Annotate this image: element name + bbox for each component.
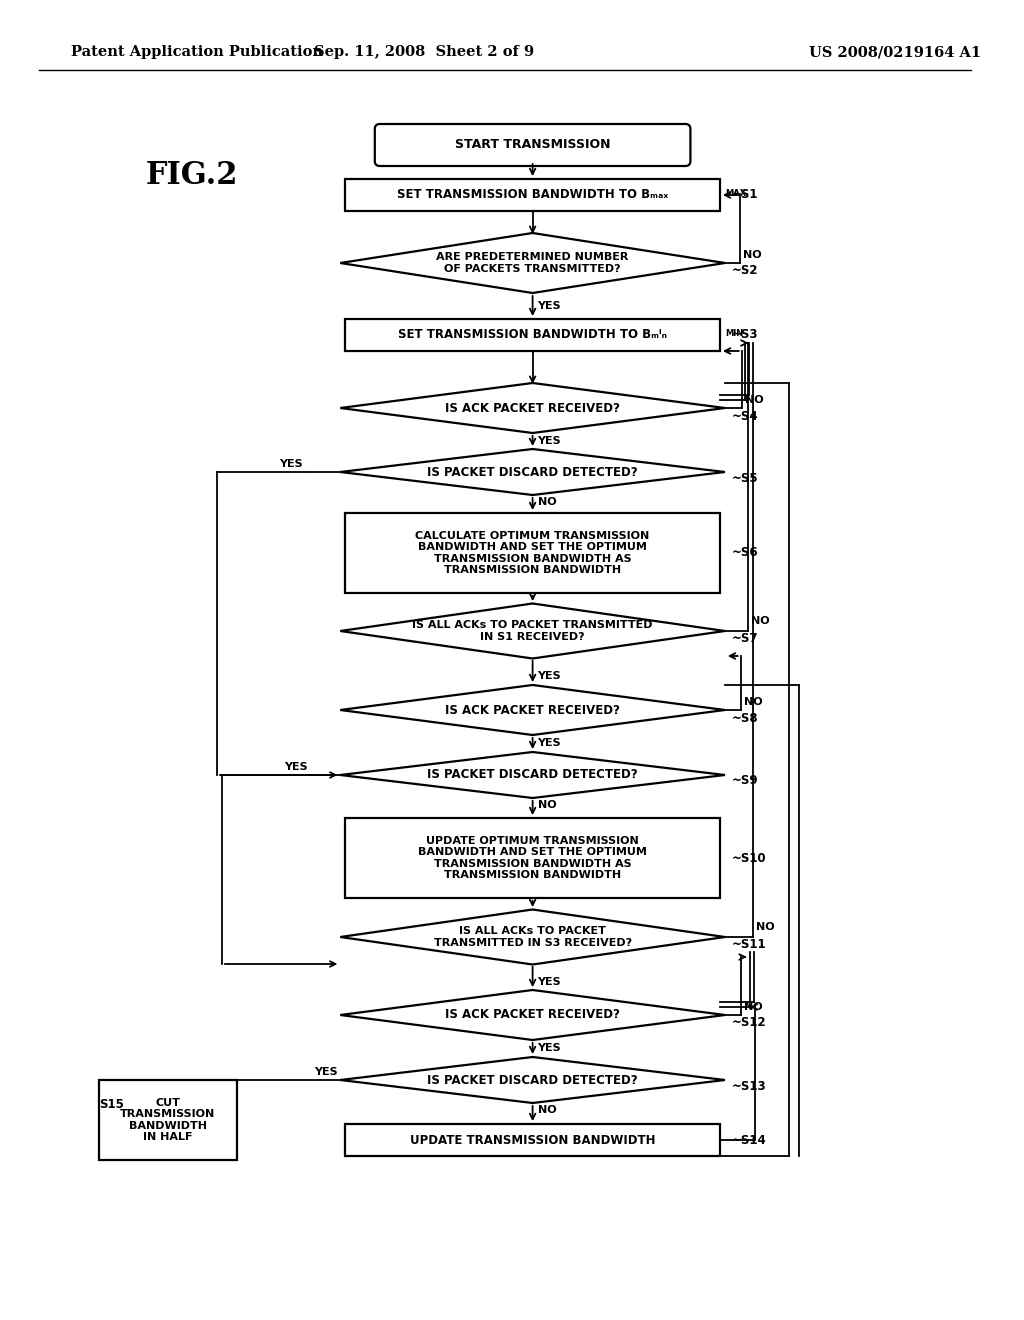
- Text: NO: NO: [538, 800, 556, 810]
- Text: YES: YES: [538, 1043, 561, 1053]
- Polygon shape: [340, 603, 725, 659]
- Bar: [345, 513, 720, 593]
- Text: YES: YES: [538, 738, 561, 748]
- Bar: [345, 319, 720, 351]
- Text: ~S13: ~S13: [732, 1080, 766, 1093]
- Text: YES: YES: [313, 1067, 337, 1077]
- Text: SET TRANSMISSION BANDWIDTH TO Bₘᴵₙ: SET TRANSMISSION BANDWIDTH TO Bₘᴵₙ: [398, 329, 667, 342]
- Text: CUT
TRANSMISSION
BANDWIDTH
IN HALF: CUT TRANSMISSION BANDWIDTH IN HALF: [120, 1098, 215, 1142]
- Text: UPDATE TRANSMISSION BANDWIDTH: UPDATE TRANSMISSION BANDWIDTH: [410, 1134, 655, 1147]
- Polygon shape: [340, 909, 725, 965]
- Text: NO: NO: [743, 697, 762, 708]
- Text: NO: NO: [538, 498, 556, 507]
- Text: MIN: MIN: [725, 329, 743, 338]
- Text: ~S1: ~S1: [732, 189, 759, 202]
- Text: NO: NO: [751, 616, 769, 626]
- Text: IS ACK PACKET RECEIVED?: IS ACK PACKET RECEIVED?: [445, 704, 621, 717]
- Text: IS PACKET DISCARD DETECTED?: IS PACKET DISCARD DETECTED?: [427, 768, 638, 781]
- Text: IS ACK PACKET RECEIVED?: IS ACK PACKET RECEIVED?: [445, 1008, 621, 1022]
- Polygon shape: [340, 383, 725, 433]
- Text: ~S14: ~S14: [732, 1134, 767, 1147]
- Text: YES: YES: [284, 762, 308, 772]
- Text: Patent Application Publication: Patent Application Publication: [71, 45, 323, 59]
- Text: ARE PREDETERMINED NUMBER
OF PACKETS TRANSMITTED?: ARE PREDETERMINED NUMBER OF PACKETS TRAN…: [436, 252, 629, 273]
- Text: ~S9: ~S9: [732, 775, 759, 788]
- Bar: [345, 1125, 720, 1156]
- Polygon shape: [340, 234, 725, 293]
- Text: START TRANSMISSION: START TRANSMISSION: [455, 139, 610, 152]
- Polygon shape: [340, 752, 725, 799]
- Text: CALCULATE OPTIMUM TRANSMISSION
BANDWIDTH AND SET THE OPTIMUM
TRANSMISSION BANDWI: CALCULATE OPTIMUM TRANSMISSION BANDWIDTH…: [416, 531, 650, 576]
- Text: NO: NO: [743, 1002, 762, 1012]
- Polygon shape: [340, 685, 725, 735]
- Text: NO: NO: [756, 921, 774, 932]
- Text: ~S3: ~S3: [732, 329, 759, 342]
- Text: ~S11: ~S11: [732, 939, 766, 952]
- Polygon shape: [340, 990, 725, 1040]
- Text: YES: YES: [280, 459, 303, 469]
- Text: ~S10: ~S10: [732, 851, 766, 865]
- Text: YES: YES: [538, 977, 561, 987]
- Text: ~S5: ~S5: [732, 471, 759, 484]
- Text: UPDATE OPTIMUM TRANSMISSION
BANDWIDTH AND SET THE OPTIMUM
TRANSMISSION BANDWIDTH: UPDATE OPTIMUM TRANSMISSION BANDWIDTH AN…: [418, 836, 647, 880]
- Text: IS ACK PACKET RECEIVED?: IS ACK PACKET RECEIVED?: [445, 401, 621, 414]
- Text: IS ALL ACKs TO PACKET TRANSMITTED
IN S1 RECEIVED?: IS ALL ACKs TO PACKET TRANSMITTED IN S1 …: [413, 620, 653, 642]
- Bar: [98, 1080, 237, 1160]
- Text: ~S2: ~S2: [732, 264, 759, 277]
- Text: YES: YES: [538, 301, 561, 312]
- Bar: [345, 818, 720, 898]
- Text: NO: NO: [744, 395, 763, 405]
- Polygon shape: [340, 449, 725, 495]
- Text: US 2008/0219164 A1: US 2008/0219164 A1: [809, 45, 981, 59]
- Polygon shape: [340, 1057, 725, 1104]
- Text: IS PACKET DISCARD DETECTED?: IS PACKET DISCARD DETECTED?: [427, 466, 638, 479]
- Text: YES: YES: [538, 671, 561, 681]
- Text: IS ALL ACKs TO PACKET
TRANSMITTED IN S3 RECEIVED?: IS ALL ACKs TO PACKET TRANSMITTED IN S3 …: [433, 927, 632, 948]
- Text: ~S6: ~S6: [732, 546, 759, 560]
- Bar: [345, 180, 720, 211]
- Text: MAX: MAX: [725, 189, 746, 198]
- Text: NO: NO: [538, 1105, 556, 1115]
- Text: S15: S15: [98, 1098, 124, 1111]
- Text: IS PACKET DISCARD DETECTED?: IS PACKET DISCARD DETECTED?: [427, 1073, 638, 1086]
- Text: ~S4: ~S4: [732, 409, 759, 422]
- Text: ~S12: ~S12: [732, 1016, 766, 1030]
- Text: Sep. 11, 2008  Sheet 2 of 9: Sep. 11, 2008 Sheet 2 of 9: [314, 45, 535, 59]
- Text: ~S7: ~S7: [732, 632, 759, 645]
- Text: NO: NO: [742, 249, 761, 260]
- Text: YES: YES: [538, 436, 561, 446]
- Text: SET TRANSMISSION BANDWIDTH TO Bₘₐₓ: SET TRANSMISSION BANDWIDTH TO Bₘₐₓ: [397, 189, 669, 202]
- FancyBboxPatch shape: [375, 124, 690, 166]
- Text: ~S8: ~S8: [732, 711, 759, 725]
- Text: FIG.2: FIG.2: [146, 160, 239, 190]
